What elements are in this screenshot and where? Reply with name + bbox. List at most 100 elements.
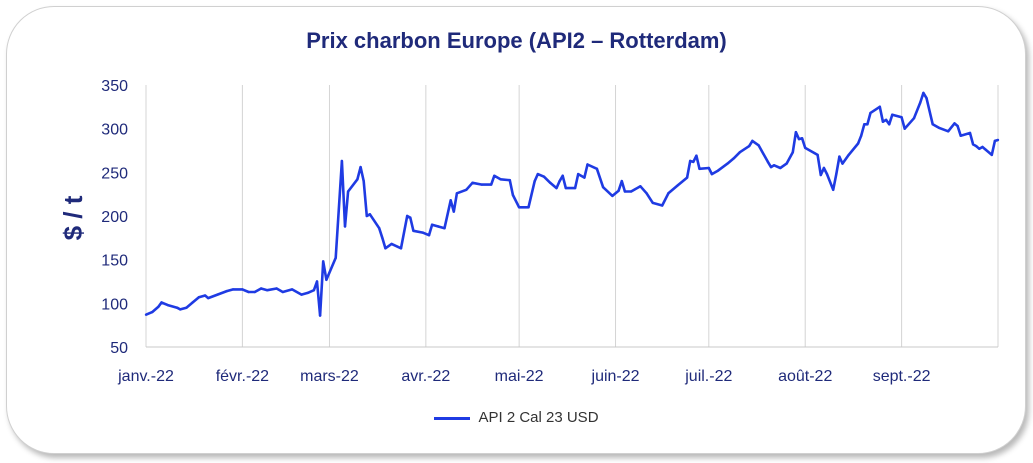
data-point [959,134,962,137]
y-tick-label: 300 [101,122,128,139]
data-point [536,172,539,176]
data-point [639,185,642,188]
data-point [937,126,941,129]
data-point [971,143,975,146]
grid-lines [145,85,999,347]
data-point [573,186,577,190]
data-point [617,189,620,192]
data-point [841,162,844,165]
x-tick-label: févr.-22 [216,368,269,385]
y-tick-label: 250 [101,165,128,182]
data-point [241,288,244,291]
y-tick-label: 200 [101,209,128,226]
data-point [981,145,984,149]
data-point [698,167,701,170]
data-point [757,144,760,147]
data-point [769,165,773,169]
x-axis-ticks: janv.-22 févr.-22 mars-22 avr.-22 mai-22 juin… [117,368,930,385]
data-point [390,242,393,246]
data-point [564,186,567,190]
data-point [480,183,483,186]
data-point [452,210,455,213]
data-point [290,288,294,291]
data-point [346,190,350,193]
data-point [306,291,309,295]
data-point [716,169,720,172]
data-point [166,303,169,307]
data-point [421,231,424,234]
data-point [629,190,633,193]
data-point [651,201,654,205]
data-point [884,118,888,122]
data-point [384,247,387,250]
data-point [838,155,841,158]
data-point [577,172,580,176]
data-point [791,151,794,154]
y-tick-label: 150 [101,253,128,270]
chart-frame [6,6,1026,454]
data-point [499,178,502,181]
data-point [912,117,916,120]
data-point [175,306,179,309]
data-point [695,154,698,157]
data-point [825,172,829,176]
data-point [738,151,742,154]
y-tick-label: 100 [101,296,128,313]
data-point [869,111,872,115]
data-point [975,144,978,148]
data-point [253,290,256,294]
data-point [888,123,891,126]
data-point [465,188,468,191]
data-point [751,139,754,143]
x-tick-label: juil.-22 [684,368,732,385]
data-point [207,296,210,300]
data-point [362,179,365,183]
data-point [508,179,511,182]
y-tick-label: 350 [101,78,128,95]
data-point [266,289,269,292]
x-tick-label: mars-22 [300,368,359,385]
data-point [315,280,319,283]
data-point [822,166,826,170]
data-point [623,190,627,193]
data-point [203,294,207,297]
data-point [919,101,922,104]
data-point [225,289,228,293]
data-point [185,306,188,309]
data-point [996,138,1000,142]
data-point [300,293,303,296]
data-point [455,192,459,195]
data-point [231,288,235,291]
data-point [993,139,997,143]
data-point [732,157,735,160]
data-point [365,214,368,218]
data-point [667,192,670,195]
data-point [595,167,599,170]
data-point [555,186,558,190]
data-point [903,127,906,130]
data-point [511,193,515,197]
data-point [359,165,362,169]
data-point [179,308,182,311]
data-point [984,148,987,151]
data-point [527,206,530,209]
data-point [866,123,869,126]
data-point [583,176,586,179]
data-point [611,194,614,198]
data-point [900,116,903,119]
y-axis-title: $ / t [58,195,88,240]
data-point [521,206,524,209]
data-point [819,173,822,177]
data-point [676,184,679,187]
data-point [835,172,838,176]
series-points [144,91,1000,317]
data-point [766,160,770,164]
data-point [191,301,194,304]
data-point [748,144,751,148]
data-point [978,147,981,150]
data-point [216,293,219,296]
data-point [785,162,788,165]
data-point [860,134,863,137]
data-point [281,290,284,294]
legend: API 2 Cal 23 USD [0,409,1033,426]
